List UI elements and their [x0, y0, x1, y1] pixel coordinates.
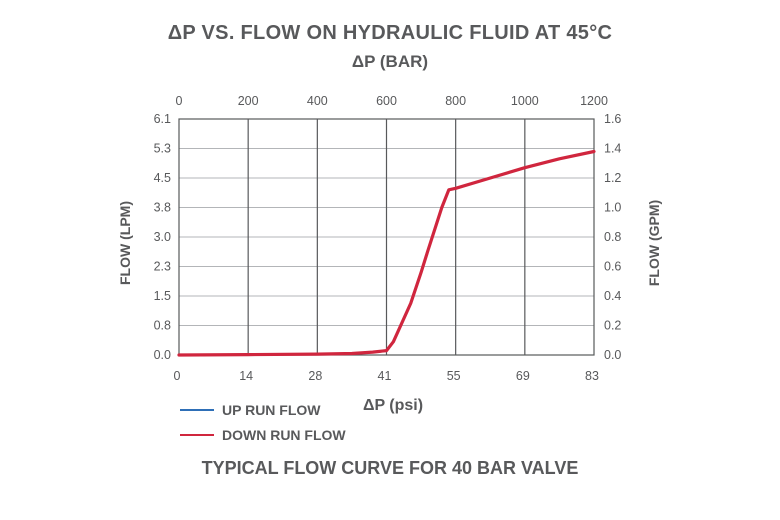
legend-label-down-run: DOWN RUN FLOW [222, 427, 346, 443]
y-tick-label-right: 0.0 [604, 348, 621, 362]
y-tick-label-right: 1.2 [604, 171, 621, 185]
y-tick-label-right: 0.4 [604, 289, 621, 303]
x-tick-label-bottom: 69 [516, 369, 530, 383]
x-tick-label-top: 1000 [511, 94, 539, 108]
y-tick-label-left: 2.3 [154, 260, 171, 274]
y-tick-label-left: 0.8 [154, 319, 171, 333]
y-tick-label-left: 1.5 [154, 289, 171, 303]
legend-item-up-run: UP RUN FLOW [180, 402, 321, 418]
x-tick-label-top: 400 [307, 94, 328, 108]
y-tick-label-left: 6.1 [154, 112, 171, 126]
x-tick-label-top: 0 [176, 94, 183, 108]
series-line-down-run-flow [177, 149, 596, 357]
y-tick-label-left: 4.5 [154, 171, 171, 185]
x-tick-label-bottom: 83 [585, 369, 599, 383]
series-lines [177, 149, 596, 357]
x-tick-label-bottom: 0 [174, 369, 181, 383]
y-tick-label-left: 3.8 [154, 201, 171, 215]
chart-title: ΔP VS. FLOW ON HYDRAULIC FLUID AT 45°C [167, 22, 613, 44]
legend-label-up-run: UP RUN FLOW [222, 402, 321, 418]
y-tick-label-right: 1.6 [604, 112, 621, 126]
plot-frame [178, 118, 595, 356]
x-tick-label-bottom: 14 [239, 369, 253, 383]
chart-footer-caption: TYPICAL FLOW CURVE FOR 40 BAR VALVE [201, 458, 579, 478]
top-axis-label: ΔP (BAR) [351, 52, 429, 71]
legend-item-down-run: DOWN RUN FLOW [180, 427, 346, 443]
y-tick-label-left: 3.0 [154, 230, 171, 244]
x-tick-label-bottom: 41 [378, 369, 392, 383]
y-tick-label-left: 0.0 [154, 348, 171, 362]
grid [179, 119, 594, 355]
y-tick-label-right: 0.2 [604, 319, 621, 333]
x-tick-label-bottom: 55 [447, 369, 461, 383]
legend-swatch-down-run [180, 434, 214, 436]
tick-labels: 0.0 0.0 0.8 0.2 1.5 0.4 2.3 0.6 3.0 0.8 3.8 1.0 4.5 1… [154, 94, 622, 383]
x-tick-label-top: 800 [445, 94, 466, 108]
y-tick-label-right: 1.4 [604, 142, 621, 156]
y-tick-label-right: 1.0 [604, 201, 621, 215]
x-tick-label-bottom: 28 [308, 369, 322, 383]
y-axis-label-right: FLOW (GPM) [646, 199, 662, 287]
x-tick-label-top: 200 [238, 94, 259, 108]
y-tick-label-right: 0.6 [604, 260, 621, 274]
y-axis-label-left: FLOW (LPM) [117, 201, 133, 285]
legend-swatch-up-run [180, 409, 214, 411]
x-tick-label-top: 1200 [580, 94, 608, 108]
x-tick-label-top: 600 [376, 94, 397, 108]
y-tick-label-right: 0.8 [604, 230, 621, 244]
x-axis-label: ΔP (psi) [362, 397, 424, 414]
y-tick-label-left: 5.3 [154, 142, 171, 156]
